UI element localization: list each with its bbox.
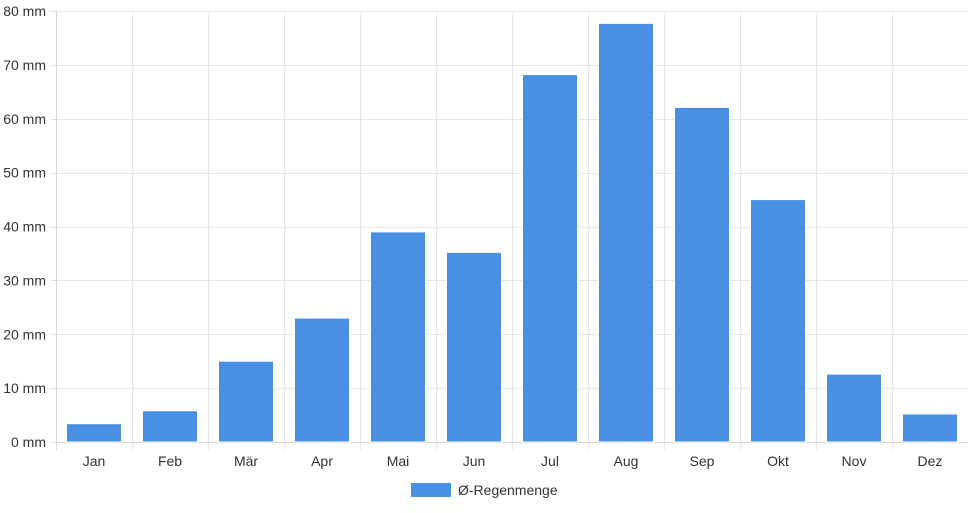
legend[interactable]: Ø-Regenmenge [411,482,558,498]
bar-jan[interactable] [66,423,122,443]
y-tick-label: 0 mm [11,434,46,450]
bar-aug[interactable] [598,22,654,443]
legend-label[interactable]: Ø-Regenmenge [458,482,558,498]
x-tick-label: Jan [83,453,106,469]
legend-swatch[interactable] [411,483,451,497]
bar-okt[interactable] [750,199,806,443]
x-tick-label: Nov [842,453,867,469]
bar-mai[interactable] [370,231,426,443]
x-tick-label: Jun [463,453,486,469]
axis-layer: 0 mm 10 mm 20 mm 30 mm 40 mm 50 mm 60 mm 70 mm 8… [3,3,942,469]
bar-feb[interactable] [142,410,198,443]
bar-apr[interactable] [294,317,350,443]
y-tick-label: 70 mm [3,57,46,73]
x-tick-label: Sep [690,453,715,469]
y-tick-label: 80 mm [3,3,46,19]
x-tick-label: Mär [234,453,258,469]
bars-layer [66,22,958,443]
x-tick-label: Mai [387,453,410,469]
y-tick-label: 50 mm [3,165,46,181]
x-tick-label: Feb [158,453,182,469]
y-tick-label: 10 mm [3,380,46,396]
bar-dez[interactable] [902,413,958,443]
x-tick-label: Apr [311,453,333,469]
y-tick-label: 20 mm [3,326,46,342]
bar-jul[interactable] [522,74,578,443]
x-tick-label: Dez [918,453,943,469]
x-tick-label: Okt [767,453,789,469]
x-tick-label: Jul [541,453,559,469]
y-tick-label: 30 mm [3,272,46,288]
grid-layer [50,11,968,450]
bar-sep[interactable] [674,106,730,443]
bar-nov[interactable] [826,373,882,443]
bar-jun[interactable] [446,251,502,443]
y-tick-label: 60 mm [3,111,46,127]
bar-mär[interactable] [218,360,274,443]
x-tick-label: Aug [614,453,639,469]
y-tick-label: 40 mm [3,219,46,235]
